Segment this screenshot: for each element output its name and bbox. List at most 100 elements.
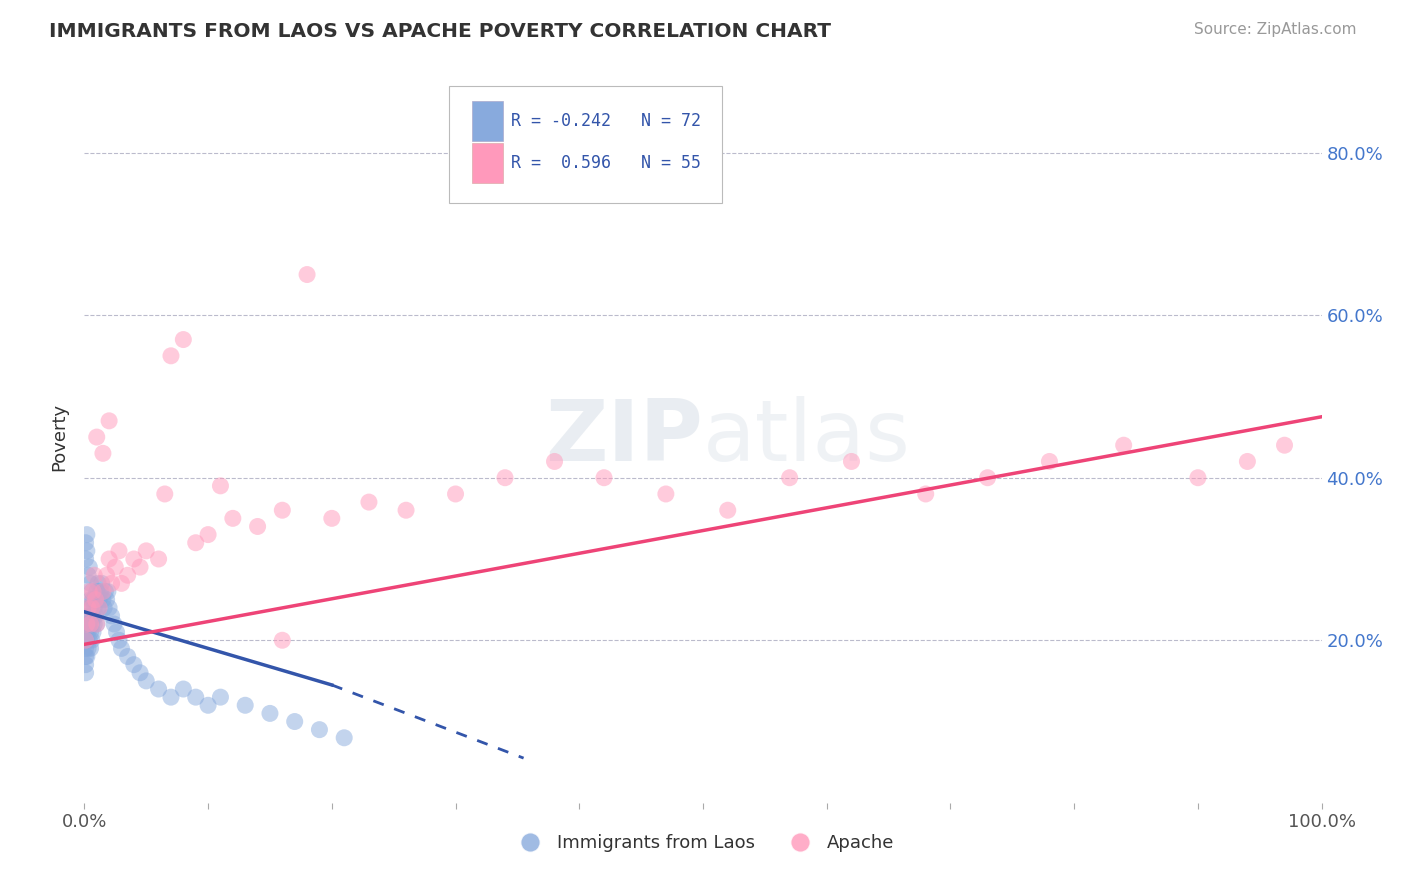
Point xyxy=(259,706,281,721)
Point xyxy=(197,698,219,713)
Point xyxy=(209,479,232,493)
Point xyxy=(82,584,104,599)
Point xyxy=(135,673,157,688)
Point xyxy=(1187,471,1209,485)
Y-axis label: Poverty: Poverty xyxy=(51,403,69,471)
Point xyxy=(90,576,112,591)
Point xyxy=(91,446,114,460)
Point xyxy=(117,568,139,582)
FancyBboxPatch shape xyxy=(450,86,721,203)
Text: ZIP: ZIP xyxy=(546,395,703,479)
Point xyxy=(76,617,98,632)
Point xyxy=(82,625,104,640)
Point xyxy=(79,576,101,591)
Bar xyxy=(471,143,502,183)
Point xyxy=(209,690,232,705)
Point xyxy=(105,625,128,640)
Point xyxy=(100,576,122,591)
Text: IMMIGRANTS FROM LAOS VS APACHE POVERTY CORRELATION CHART: IMMIGRANTS FROM LAOS VS APACHE POVERTY C… xyxy=(49,22,831,41)
Point xyxy=(122,657,145,672)
Point xyxy=(172,333,194,347)
Point xyxy=(308,723,330,737)
Point xyxy=(75,535,97,549)
Point xyxy=(153,487,176,501)
Point xyxy=(75,552,97,566)
Point xyxy=(148,552,170,566)
Point xyxy=(80,600,103,615)
Point xyxy=(82,608,104,623)
Point xyxy=(87,600,110,615)
Point xyxy=(76,633,98,648)
Point xyxy=(79,592,101,607)
Point xyxy=(100,608,122,623)
Point xyxy=(655,487,678,501)
Point xyxy=(82,592,104,607)
Point xyxy=(77,568,100,582)
Point xyxy=(841,454,863,468)
Point xyxy=(122,552,145,566)
Point xyxy=(148,681,170,696)
Text: Source: ZipAtlas.com: Source: ZipAtlas.com xyxy=(1194,22,1357,37)
Point xyxy=(914,487,936,501)
Point xyxy=(395,503,418,517)
Point xyxy=(246,519,269,533)
Point xyxy=(75,665,97,680)
Point xyxy=(444,487,467,501)
Point xyxy=(103,617,125,632)
Point xyxy=(494,471,516,485)
Point xyxy=(75,657,97,672)
Point xyxy=(75,633,97,648)
Point xyxy=(976,471,998,485)
Point xyxy=(76,625,98,640)
Point xyxy=(86,584,108,599)
Point xyxy=(110,641,132,656)
Point xyxy=(717,503,740,517)
Point xyxy=(1038,454,1060,468)
Point xyxy=(333,731,356,745)
Point xyxy=(97,584,120,599)
Point xyxy=(75,641,97,656)
Point xyxy=(77,625,100,640)
Point xyxy=(80,617,103,632)
Point xyxy=(135,544,157,558)
Point xyxy=(94,584,117,599)
Point xyxy=(79,560,101,574)
Point xyxy=(79,633,101,648)
Point xyxy=(83,600,105,615)
Point xyxy=(1112,438,1135,452)
Point xyxy=(91,584,114,599)
Text: atlas: atlas xyxy=(703,395,911,479)
Point xyxy=(129,560,152,574)
Point xyxy=(87,576,110,591)
Point xyxy=(76,527,98,541)
Text: R = -0.242   N = 72: R = -0.242 N = 72 xyxy=(512,112,702,130)
Point xyxy=(284,714,307,729)
Legend: Immigrants from Laos, Apache: Immigrants from Laos, Apache xyxy=(505,827,901,860)
Point xyxy=(98,414,121,428)
Point xyxy=(77,600,100,615)
Point xyxy=(98,600,121,615)
Point xyxy=(89,592,111,607)
Point xyxy=(80,633,103,648)
Point xyxy=(79,584,101,599)
Point xyxy=(117,649,139,664)
Point xyxy=(79,600,101,615)
Point xyxy=(75,649,97,664)
Point xyxy=(93,600,115,615)
Point xyxy=(77,608,100,623)
Point xyxy=(271,633,294,648)
Point xyxy=(321,511,343,525)
Point xyxy=(108,633,131,648)
Point xyxy=(104,560,127,574)
Point xyxy=(76,649,98,664)
Point xyxy=(82,592,104,607)
Point xyxy=(184,690,207,705)
Point xyxy=(80,584,103,599)
Point xyxy=(84,592,107,607)
Point xyxy=(357,495,380,509)
Point xyxy=(108,544,131,558)
Point xyxy=(84,592,107,607)
Point xyxy=(89,584,111,599)
Point xyxy=(129,665,152,680)
Point xyxy=(110,576,132,591)
